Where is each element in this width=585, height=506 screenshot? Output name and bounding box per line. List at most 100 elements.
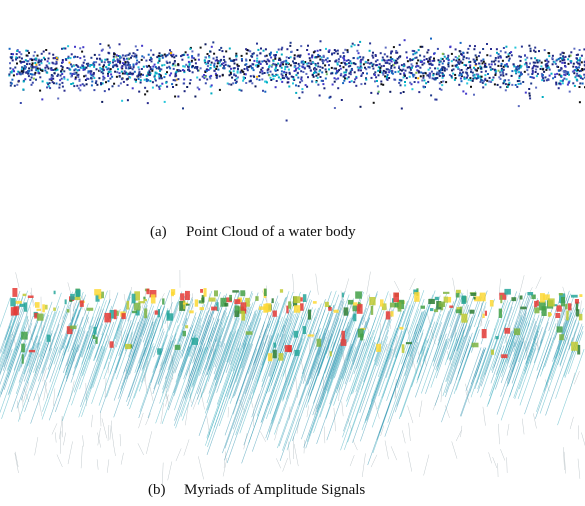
point xyxy=(352,43,354,45)
point xyxy=(580,77,582,79)
signal-peak xyxy=(235,306,240,312)
point xyxy=(240,72,242,74)
point xyxy=(38,72,40,74)
signal-peak xyxy=(428,299,435,304)
signal-peak xyxy=(241,311,245,321)
point xyxy=(104,59,106,61)
point xyxy=(310,63,312,65)
point xyxy=(576,57,578,59)
point xyxy=(411,59,413,61)
point xyxy=(241,90,243,92)
point xyxy=(381,65,383,67)
point xyxy=(489,77,491,79)
point xyxy=(45,49,47,51)
point xyxy=(449,46,451,48)
point xyxy=(393,59,395,61)
point xyxy=(338,58,340,60)
point xyxy=(482,86,484,88)
point xyxy=(474,74,476,76)
point xyxy=(114,60,116,62)
point xyxy=(575,75,577,77)
point xyxy=(132,87,134,89)
point xyxy=(508,82,510,84)
signal-peak xyxy=(279,353,284,361)
point xyxy=(572,66,574,68)
point xyxy=(460,42,462,44)
signal-peak xyxy=(273,343,276,348)
point xyxy=(420,72,422,74)
point xyxy=(110,71,112,73)
point xyxy=(175,55,177,57)
point xyxy=(223,59,225,61)
point xyxy=(116,71,118,73)
point xyxy=(230,60,232,62)
point xyxy=(562,79,564,81)
signal-peak xyxy=(209,298,216,302)
point xyxy=(139,76,141,78)
point xyxy=(560,80,562,82)
point xyxy=(319,55,321,57)
point xyxy=(140,79,142,81)
point xyxy=(190,79,192,81)
signal-peak xyxy=(125,344,131,349)
point xyxy=(338,61,340,63)
point xyxy=(148,54,150,56)
point xyxy=(142,74,144,76)
point xyxy=(241,58,243,60)
point xyxy=(88,70,90,72)
point xyxy=(423,59,425,61)
signal-peak xyxy=(334,310,339,313)
point xyxy=(242,80,244,82)
signal-peak xyxy=(264,289,267,296)
point xyxy=(503,69,505,71)
point xyxy=(260,63,262,65)
point xyxy=(126,73,128,75)
point xyxy=(455,65,457,67)
point xyxy=(360,65,362,67)
point xyxy=(122,54,124,56)
point xyxy=(99,70,101,72)
point xyxy=(295,68,297,70)
point xyxy=(385,47,387,49)
point xyxy=(35,79,37,81)
point xyxy=(444,56,446,58)
point xyxy=(297,55,299,57)
point xyxy=(165,82,167,84)
point xyxy=(533,77,535,79)
point xyxy=(124,70,126,72)
signal-peak xyxy=(94,289,101,295)
point xyxy=(530,83,532,85)
point xyxy=(460,61,462,63)
point xyxy=(122,73,124,75)
signal-peak xyxy=(303,294,307,302)
point xyxy=(135,81,137,83)
point xyxy=(520,72,522,74)
point xyxy=(163,76,165,78)
point xyxy=(99,64,101,66)
point xyxy=(418,72,420,74)
point xyxy=(270,79,272,81)
point xyxy=(332,84,334,86)
point xyxy=(31,69,33,71)
signal-peak xyxy=(200,307,205,310)
point xyxy=(21,70,23,72)
signal-peak xyxy=(482,314,484,318)
point xyxy=(432,74,434,76)
point xyxy=(56,63,58,65)
point xyxy=(479,63,481,65)
point xyxy=(244,68,246,70)
point xyxy=(536,75,538,77)
signal-peak xyxy=(20,304,26,307)
point xyxy=(274,58,276,60)
point xyxy=(380,52,382,54)
point xyxy=(439,72,441,74)
point xyxy=(461,80,463,82)
point xyxy=(40,60,42,62)
signal-peak xyxy=(16,301,22,304)
point xyxy=(508,55,510,57)
point xyxy=(416,69,418,71)
point xyxy=(430,38,432,40)
point xyxy=(531,73,533,75)
signal-peak xyxy=(21,332,28,340)
point xyxy=(317,50,319,52)
